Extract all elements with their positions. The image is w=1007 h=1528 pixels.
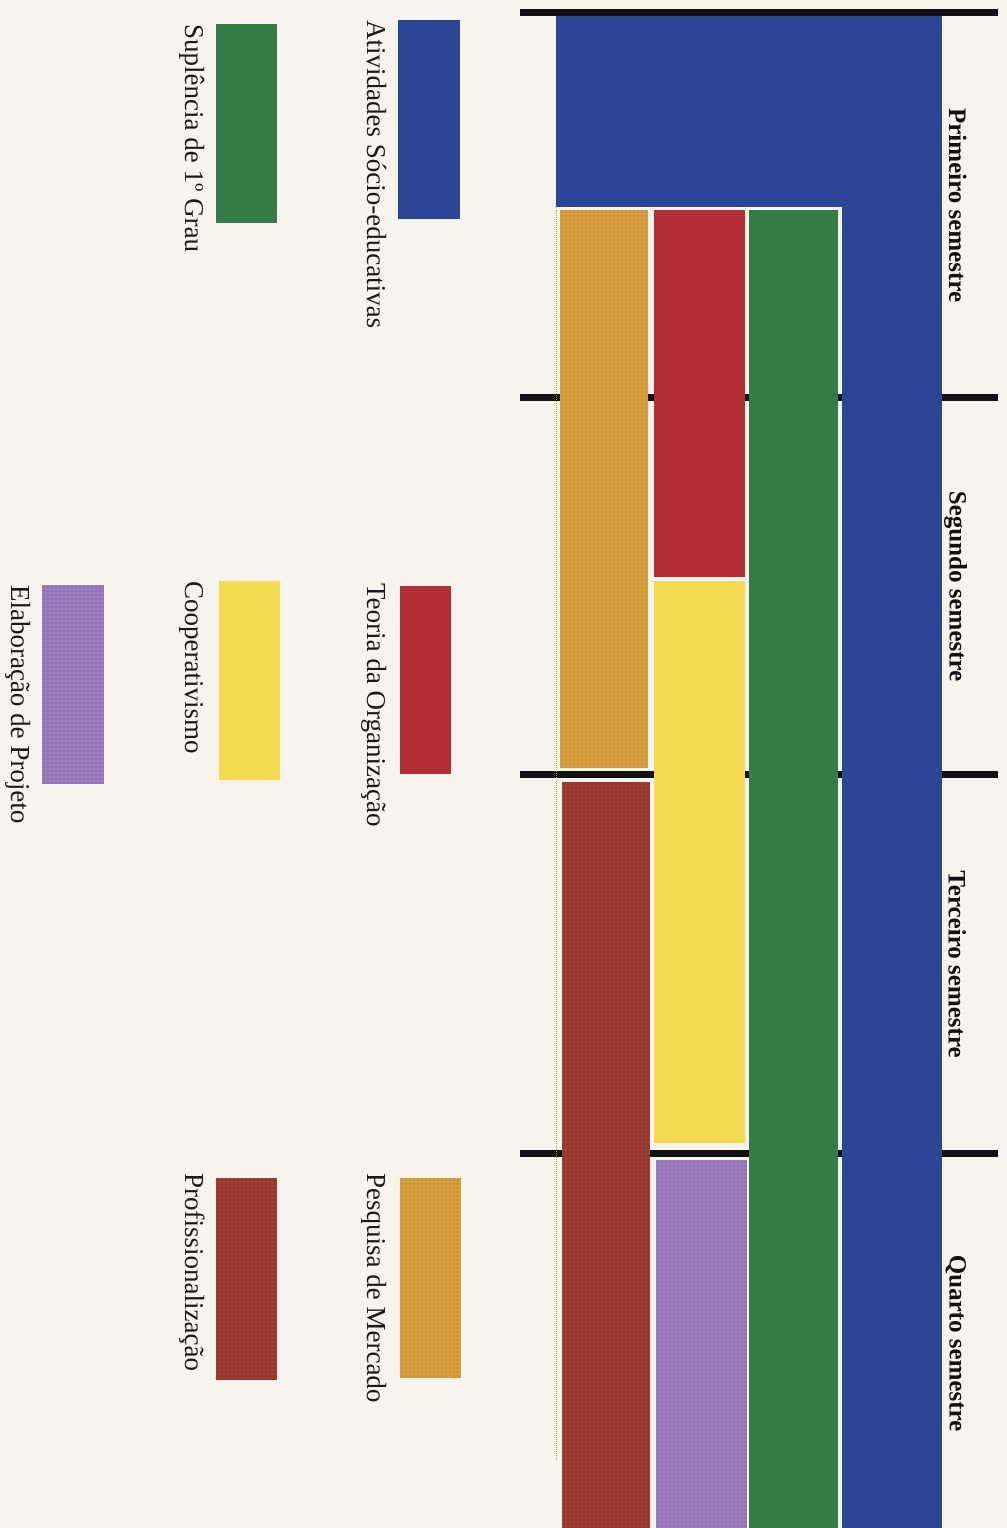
semester-label-3: Terceiro semestre (943, 870, 971, 1058)
legend-swatch-profissionalizacao (216, 1178, 277, 1380)
bar-pesquisa (560, 210, 648, 768)
legend-swatch-teoria (400, 586, 451, 774)
bar-cooperativismo (654, 581, 745, 1143)
bar-socio-educativas-top (556, 16, 942, 207)
bar-teoria (654, 210, 745, 577)
legend-swatch-pesquisa (400, 1178, 461, 1378)
legend-swatch-cooperativismo (219, 581, 280, 780)
bar-suplencia (749, 210, 838, 1528)
semester-label-1: Primeiro semestre (943, 107, 970, 303)
legend-swatch-elaboracao (42, 585, 104, 784)
semester-label-2: Segundo semestre (943, 490, 971, 682)
bar-socio-educativas (842, 207, 942, 1528)
semester-label-4: Quarto semestre (943, 1254, 970, 1431)
bar-profissionalizacao (562, 782, 650, 1528)
dotted-guide-line (556, 210, 557, 1460)
semester-separator-1 (520, 9, 998, 16)
bar-elaboracao (656, 1160, 747, 1528)
legend-swatch-socio (398, 20, 460, 219)
legend-swatch-suplencia (216, 24, 277, 223)
